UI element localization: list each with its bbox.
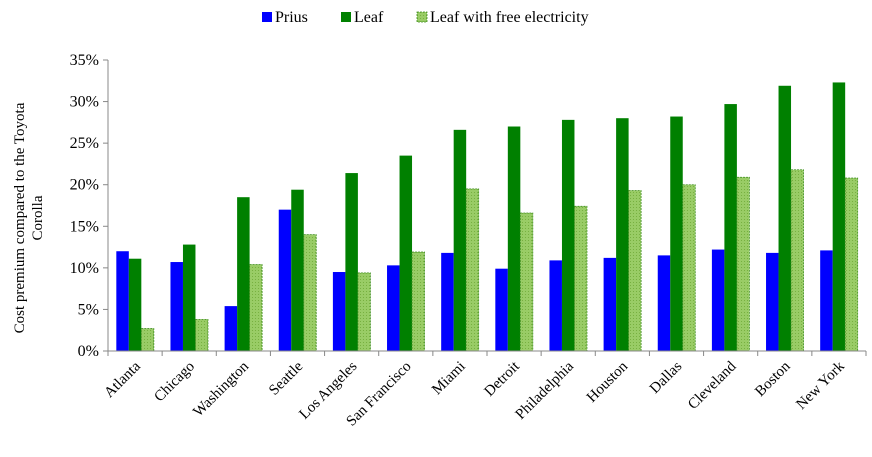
bar-leaf-with-free-electricity-los-angeles: [357, 272, 371, 352]
bar-leaf-philadelphia: [561, 119, 575, 351]
bar-prius-washington: [224, 306, 238, 351]
bar-prius-new-york: [820, 250, 833, 351]
bar-leaf-atlanta: [128, 258, 142, 351]
x-tick-label-cleveland: Cleveland: [685, 358, 740, 413]
bar-leaf-boston: [778, 85, 792, 351]
axes: [107, 60, 867, 356]
bars: [116, 82, 859, 352]
x-tick-label-atlanta: Atlanta: [101, 358, 144, 401]
bar-leaf-los-angeles: [345, 173, 358, 351]
x-tick-label-dallas: Dallas: [647, 358, 686, 397]
y-tick-label: 10%: [70, 260, 99, 277]
bar-prius-houston: [603, 257, 617, 351]
bar-leaf-miami: [453, 129, 467, 351]
bar-leaf-chicago: [182, 244, 196, 351]
bar-leaf-with-free-electricity-houston: [628, 190, 642, 352]
bar-prius-seattle: [278, 209, 292, 351]
bar-leaf-with-free-electricity-boston: [790, 169, 804, 352]
bar-prius-cleveland: [711, 249, 725, 351]
bar-prius-los-angeles: [332, 272, 346, 351]
legend-swatch-prius: [262, 12, 272, 22]
bar-prius-miami: [441, 252, 454, 351]
bar-leaf-with-free-electricity-washington: [249, 264, 263, 352]
x-tick-label-seattle: Seattle: [266, 358, 306, 398]
y-tick-label: 5%: [78, 301, 99, 318]
legend: Prius Leaf Leaf with free electricity: [262, 9, 589, 26]
y-tick-label: 30%: [70, 94, 99, 111]
bar-prius-chicago: [170, 262, 183, 351]
bar-leaf-seattle: [291, 189, 304, 351]
bar-prius-san-francisco: [387, 265, 400, 351]
y-tick-label: 25%: [70, 135, 99, 152]
x-tick-label-philadelphia: Philadelphia: [513, 358, 578, 423]
bar-prius-atlanta: [116, 251, 129, 351]
bar-leaf-san-francisco: [399, 155, 413, 351]
bar-leaf-dallas: [670, 116, 683, 351]
bar-prius-detroit: [495, 268, 508, 351]
bar-leaf-with-free-electricity-san-francisco: [411, 251, 425, 352]
bar-leaf-with-free-electricity-atlanta: [140, 328, 155, 352]
x-tick-label-new-york: New York: [793, 358, 848, 413]
bar-leaf-with-free-electricity-dallas: [682, 184, 696, 352]
legend-swatch-leaf-with-free-electricity: [416, 11, 428, 23]
bar-leaf-washington: [237, 197, 250, 351]
bar-leaf-with-free-electricity-chicago: [195, 319, 209, 352]
x-tick-label-detroit: Detroit: [482, 358, 524, 400]
bar-leaf-detroit: [507, 126, 521, 351]
legend-swatch-leaf: [341, 12, 351, 22]
bar-leaf-with-free-electricity-cleveland: [736, 176, 750, 352]
legend-label-leaf-with-free-electricity: Leaf with free electricity: [430, 9, 589, 26]
legend-label-prius: Prius: [275, 9, 308, 26]
y-axis-title-line-2: Corolla: [30, 195, 46, 240]
bar-leaf-with-free-electricity-miami: [465, 188, 480, 352]
x-tick-label-chicago: Chicago: [151, 359, 198, 406]
bar-leaf-cleveland: [724, 104, 737, 352]
y-axis-title: Cost premium compared to the Toyota Coro…: [12, 102, 46, 333]
y-tick-label: 35%: [70, 52, 99, 69]
bar-leaf-with-free-electricity-seattle: [303, 234, 317, 352]
x-tick-label-houston: Houston: [584, 358, 632, 406]
bar-prius-dallas: [657, 255, 671, 351]
y-tick-label: 20%: [70, 177, 99, 194]
legend-label-leaf: Leaf: [354, 9, 384, 26]
x-tick-label-boston: Boston: [752, 358, 794, 400]
bar-leaf-new-york: [832, 82, 846, 351]
y-tick-label: 0%: [78, 343, 99, 360]
y-tick-label: 15%: [70, 218, 99, 235]
y-axis-title-line-1: Cost premium compared to the Toyota: [12, 102, 28, 333]
y-axis: 0% 5% 10% 15% 20% 25% 30% 35%: [70, 52, 108, 360]
bar-leaf-with-free-electricity-new-york: [844, 177, 859, 352]
x-tick-label-miami: Miami: [429, 359, 469, 399]
bar-prius-boston: [766, 252, 779, 351]
bar-leaf-houston: [616, 118, 629, 351]
x-tick-label-washington: Washington: [190, 358, 252, 420]
bar-prius-philadelphia: [549, 260, 562, 351]
bar-leaf-with-free-electricity-philadelphia: [574, 205, 588, 352]
bar-leaf-with-free-electricity-detroit: [519, 212, 534, 352]
